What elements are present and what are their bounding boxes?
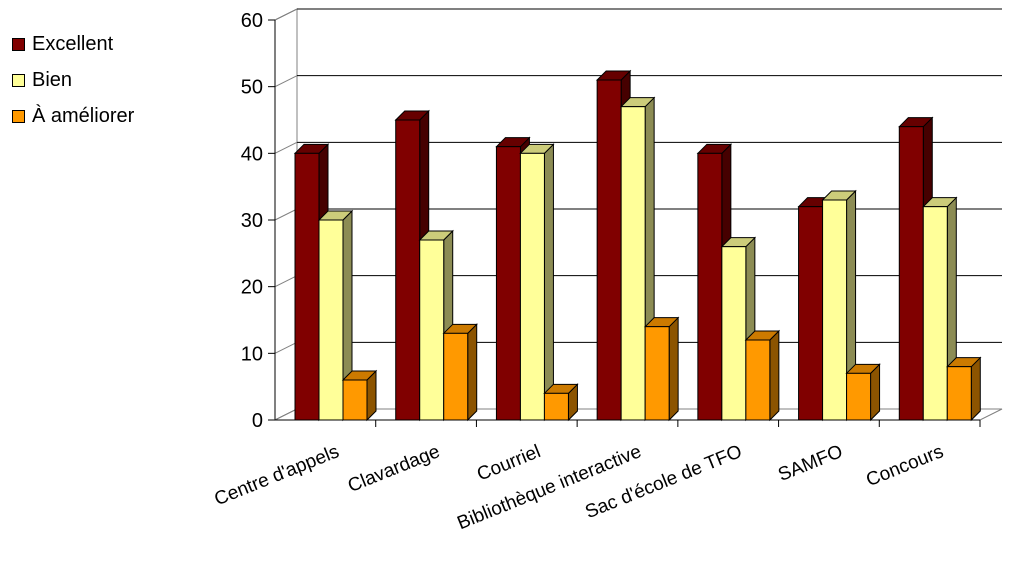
gridline-side <box>274 208 298 221</box>
gridline-side <box>274 75 298 88</box>
x-tick-label: Clavardage <box>345 441 443 497</box>
bar <box>443 332 469 421</box>
legend-label-excellent: Excellent <box>32 33 114 55</box>
legend-swatch-bien <box>12 73 25 87</box>
bar <box>294 152 320 421</box>
y-tick-label: 40 <box>241 143 263 165</box>
legend-swatch-a-ameliorer <box>12 109 25 123</box>
y-tick-label: 50 <box>241 77 263 99</box>
legend: Excellent Bien À améliorer <box>12 26 134 134</box>
bar <box>721 246 747 421</box>
gridline-side <box>274 141 298 154</box>
x-tick-label: Centre d'appels <box>212 441 343 510</box>
legend-item-bien: Bien <box>12 62 134 98</box>
legend-item-a-ameliorer: À améliorer <box>12 98 134 134</box>
y-tick-label: 0 <box>252 410 263 432</box>
x-tick-label: Concours <box>863 441 946 491</box>
bar <box>495 146 521 421</box>
bar <box>798 206 824 421</box>
gridline-side <box>274 8 298 21</box>
legend-label-a-ameliorer: À améliorer <box>32 105 135 127</box>
x-tick-label: Bibliothèque interactive <box>454 441 644 534</box>
bar <box>846 372 872 421</box>
bar <box>419 239 445 421</box>
bar-side <box>769 329 780 422</box>
bar <box>596 79 622 421</box>
bar <box>745 339 771 421</box>
y-tick-label: 60 <box>241 10 263 32</box>
bar <box>644 326 670 421</box>
gridline-side <box>274 341 298 354</box>
y-tick-label: 20 <box>241 277 263 299</box>
bar-side <box>668 316 679 422</box>
bar-side <box>467 323 478 422</box>
bar <box>395 119 421 421</box>
bar <box>898 126 924 421</box>
legend-item-excellent: Excellent <box>12 26 134 62</box>
x-tick-label: SAMFO <box>775 441 846 486</box>
bar <box>519 152 545 421</box>
bar <box>922 206 948 421</box>
y-tick-label: 30 <box>241 210 263 232</box>
x-tick-label: Courriel <box>474 441 544 485</box>
bar <box>342 379 368 421</box>
bar <box>822 199 848 421</box>
gridline-side <box>274 275 298 288</box>
bar <box>946 366 972 421</box>
bar <box>620 106 646 421</box>
bar-side <box>543 143 554 422</box>
y-tick-label: 10 <box>241 343 263 365</box>
bar-side <box>970 356 981 422</box>
legend-swatch-excellent <box>12 37 25 51</box>
bar <box>543 392 569 421</box>
bar <box>697 152 723 421</box>
bar <box>318 219 344 421</box>
legend-label-bien: Bien <box>32 69 73 91</box>
